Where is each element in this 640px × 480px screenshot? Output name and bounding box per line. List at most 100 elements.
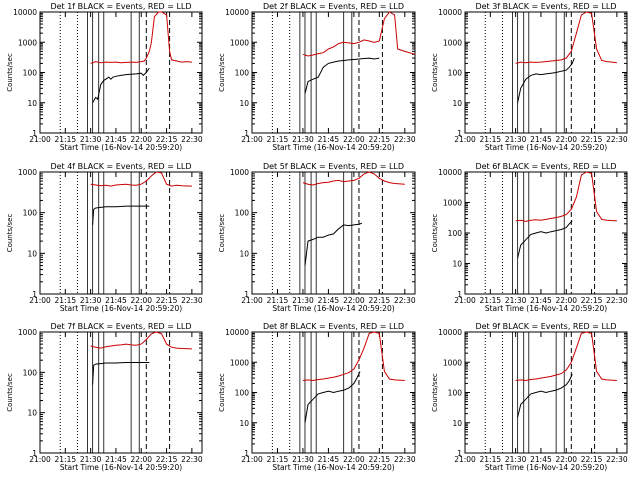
- series-line-lld: [90, 11, 192, 64]
- x-tick-label: 22:30: [181, 455, 203, 464]
- series-line-lld: [90, 171, 192, 187]
- y-tick-label: 1: [32, 449, 37, 458]
- panel-title: Det 2f BLACK = Events, RED = LLD: [263, 2, 404, 11]
- x-tick-label: 22:15: [581, 455, 603, 464]
- x-tick-label: 22:00: [130, 135, 152, 144]
- x-tick-label: 22:00: [555, 455, 577, 464]
- x-tick-label: 22:30: [181, 296, 203, 305]
- y-tick-label: 1: [244, 449, 249, 458]
- y-tick-label: 10000: [13, 8, 37, 17]
- detector-panel-7: Det 7f BLACK = Events, RED = LLD 1 10 100 10…: [6, 322, 203, 472]
- x-tick-label: 21:00: [241, 455, 263, 464]
- x-axis-label: Start Time (16-Nov-14 20:59:20): [485, 463, 607, 472]
- series-line-lld: [515, 171, 617, 222]
- y-tick-label: 100: [23, 368, 38, 377]
- y-tick-label: 10: [27, 249, 37, 258]
- detector-panel-2: Det 2f BLACK = Events, RED = LLD 1 10 100 10…: [218, 2, 416, 152]
- series-line-events: [92, 205, 150, 225]
- y-tick-label: 10000: [438, 8, 462, 17]
- panel-title: Det 1f BLACK = Events, RED = LLD: [50, 2, 191, 11]
- detector-panel-1: Det 1f BLACK = Events, RED = LLD 1 10 100 10…: [6, 2, 203, 152]
- y-axis-label: Counts/sec: [431, 53, 439, 92]
- series-line-events: [304, 57, 380, 94]
- y-tick-label: 1: [457, 129, 462, 138]
- y-tick-label: 10: [452, 419, 462, 428]
- plot-frame: [251, 171, 416, 295]
- series-line-events: [304, 222, 363, 266]
- y-axis-label: Counts/sec: [431, 214, 439, 253]
- x-tick-label: 22:00: [555, 135, 577, 144]
- y-tick-label: 100: [448, 69, 463, 78]
- x-tick-label: 21:30: [292, 296, 314, 305]
- x-tick-label: 21:15: [267, 455, 289, 464]
- plot-frame: [39, 11, 203, 134]
- detector-panel-6: Det 6f BLACK = Events, RED = LLD 1 10 100 10…: [431, 162, 628, 313]
- y-tick-label: 10000: [225, 328, 249, 337]
- detector-panel-8: Det 8f BLACK = Events, RED = LLD 1 10 100 10…: [218, 322, 416, 472]
- x-tick-label: 22:30: [181, 135, 203, 144]
- y-tick-label: 100: [448, 389, 463, 398]
- x-tick-label: 22:30: [394, 296, 416, 305]
- x-tick-label: 22:15: [156, 455, 178, 464]
- series-line-events: [517, 220, 573, 259]
- panel-title: Det 9f BLACK = Events, RED = LLD: [475, 322, 616, 331]
- y-tick-label: 1: [32, 290, 37, 299]
- panel-title: Det 3f BLACK = Events, RED = LLD: [475, 2, 616, 11]
- y-tick-label: 10: [27, 99, 37, 108]
- series-line-lld: [90, 331, 192, 350]
- plot-frame: [39, 171, 203, 295]
- x-tick-label: 21:00: [454, 296, 476, 305]
- x-axis-label: Start Time (16-Nov-14 20:59:20): [272, 304, 394, 313]
- plot-frame: [39, 331, 203, 454]
- y-tick-label: 1000: [230, 168, 249, 177]
- y-tick-label: 1000: [443, 38, 462, 47]
- x-tick-label: 21:45: [530, 455, 552, 464]
- series-line-lld: [515, 331, 617, 382]
- y-tick-label: 100: [23, 69, 38, 78]
- y-tick-label: 1000: [443, 199, 462, 208]
- y-tick-label: 100: [448, 229, 463, 238]
- x-axis-label: Start Time (16-Nov-14 20:59:20): [485, 304, 607, 313]
- x-tick-label: 21:45: [105, 455, 127, 464]
- y-tick-label: 10: [239, 419, 249, 428]
- y-axis-label: Counts/sec: [6, 53, 14, 92]
- x-tick-label: 21:15: [480, 296, 502, 305]
- x-tick-label: 21:00: [241, 135, 263, 144]
- x-tick-label: 21:45: [318, 135, 340, 144]
- plot-frame: [251, 11, 416, 134]
- x-tick-label: 22:15: [581, 135, 603, 144]
- x-tick-label: 21:15: [480, 135, 502, 144]
- x-tick-label: 22:00: [130, 296, 152, 305]
- x-tick-label: 21:00: [454, 455, 476, 464]
- x-tick-label: 21:15: [267, 296, 289, 305]
- series-line-lld: [302, 331, 405, 382]
- series-line-lld: [302, 171, 405, 186]
- x-tick-label: 22:00: [343, 455, 365, 464]
- y-tick-label: 100: [235, 389, 250, 398]
- series-line-lld: [515, 11, 617, 64]
- panel-title: Det 7f BLACK = Events, RED = LLD: [50, 322, 191, 331]
- x-tick-label: 21:00: [454, 135, 476, 144]
- x-tick-label: 22:00: [555, 296, 577, 305]
- x-tick-label: 21:30: [505, 455, 527, 464]
- x-tick-label: 21:00: [241, 296, 263, 305]
- x-tick-label: 22:30: [606, 135, 628, 144]
- x-axis-label: Start Time (16-Nov-14 20:59:20): [272, 143, 394, 152]
- x-axis-label: Start Time (16-Nov-14 20:59:20): [485, 143, 607, 152]
- panel-title: Det 8f BLACK = Events, RED = LLD: [263, 322, 404, 331]
- x-tick-label: 21:15: [480, 455, 502, 464]
- y-axis-label: Counts/sec: [218, 53, 226, 92]
- y-tick-label: 1: [457, 290, 462, 299]
- x-axis-label: Start Time (16-Nov-14 20:59:20): [60, 143, 182, 152]
- y-tick-label: 10: [452, 260, 462, 269]
- series-line-events: [92, 67, 150, 104]
- x-tick-label: 22:30: [606, 296, 628, 305]
- y-tick-label: 1: [457, 449, 462, 458]
- y-tick-label: 10: [239, 249, 249, 258]
- x-axis-label: Start Time (16-Nov-14 20:59:20): [60, 304, 182, 313]
- x-tick-label: 21:15: [55, 455, 77, 464]
- y-axis-label: Counts/sec: [218, 373, 226, 412]
- y-tick-label: 1: [244, 290, 249, 299]
- y-tick-label: 100: [235, 69, 250, 78]
